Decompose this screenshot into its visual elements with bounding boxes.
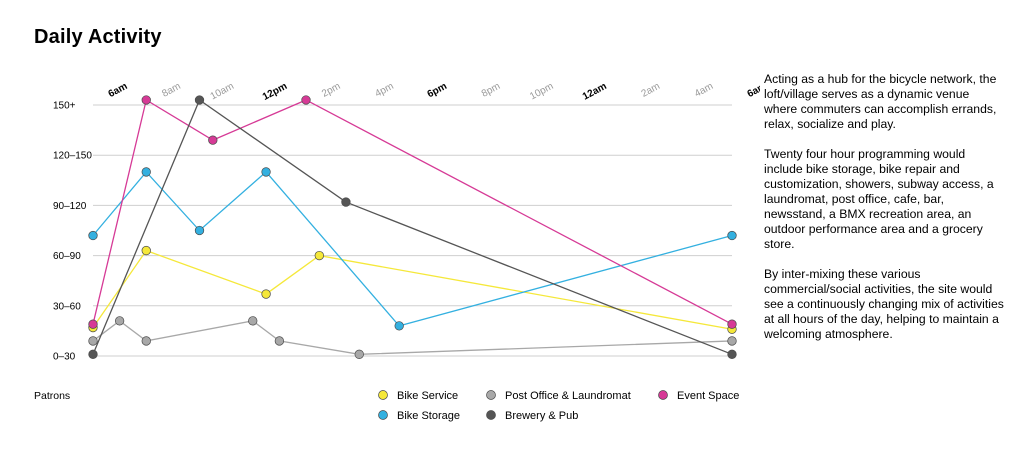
x-tick-label: 4am [693, 81, 715, 100]
series-line-bike-service [92, 249, 733, 330]
legend-swatch [378, 410, 388, 420]
description-text: Acting as a hub for the bicycle network,… [764, 72, 1004, 357]
data-point-bike-storage [261, 167, 271, 177]
x-tick-label: 10am [209, 81, 236, 102]
legend-swatch [486, 390, 496, 400]
y-axis-ticks: 0–30 30–60 60–90 90–120 120–150 150+ [53, 101, 92, 363]
series-line-event-space [92, 98, 733, 325]
legend-item-post-office-laundromat: Post Office & Laundromat [486, 390, 631, 402]
data-point-bike-service [314, 250, 324, 261]
legend: Bike Service Bike Storage Post Office & La… [378, 390, 739, 422]
grid-lines [93, 104, 732, 357]
data-point-post-office-laundromat [354, 349, 364, 359]
data-point-post-office-laundromat [88, 336, 98, 346]
x-tick-label: 6am [746, 81, 760, 100]
data-point-bike-storage [394, 321, 404, 331]
y-tick-label: 30–60 [53, 301, 81, 312]
data-point-event-space [208, 135, 218, 145]
data-point-brewery-pub [727, 349, 737, 359]
series-line-bike-storage [92, 170, 733, 327]
y-tick-label: 0–30 [53, 352, 76, 363]
series-line-post-office-laundromat [92, 320, 733, 355]
y-tick-label: 60–90 [53, 251, 81, 262]
legend-swatch [658, 390, 668, 400]
legend-item-bike-service: Bike Service [378, 390, 458, 402]
legend-swatch [486, 410, 496, 420]
data-point-post-office-laundromat [248, 316, 258, 326]
y-tick-label: 150+ [53, 101, 76, 112]
chart-title: Daily Activity [34, 26, 162, 48]
data-point-bike-service [141, 245, 151, 256]
data-point-event-space [301, 95, 311, 105]
legend-label: Bike Storage [397, 410, 460, 422]
description-paragraph: Twenty four hour programming would inclu… [764, 147, 994, 251]
y-axis-label: Patrons [34, 390, 70, 402]
legend-label: Bike Service [397, 390, 458, 402]
x-tick-label: 8am [160, 81, 182, 100]
series-bike-storage [88, 167, 737, 331]
legend-label: Post Office & Laundromat [505, 390, 631, 402]
description-paragraph: By inter-mixing these various commercial… [764, 267, 1004, 341]
y-tick-label: 90–120 [53, 201, 87, 212]
series-lines [88, 95, 737, 359]
x-axis-ticks: 6am 8am 10am 12pm 2pm 4pm 6pm 8pm 10pm 12am 2am 4am… [107, 81, 760, 103]
series-bike-service [88, 245, 737, 334]
y-tick-label: 120–150 [53, 151, 92, 162]
data-point-bike-storage [141, 167, 151, 177]
series-line-brewery-pub [92, 98, 733, 355]
x-tick-label: 4pm [373, 81, 395, 100]
data-point-brewery-pub [341, 197, 351, 207]
daily-activity-chart: 0–30 30–60 60–90 90–120 120–150 150+ 6am 8am 10… [34, 81, 760, 422]
data-point-bike-service [261, 289, 271, 299]
x-tick-label: 6pm [426, 81, 449, 100]
legend-item-bike-storage: Bike Storage [378, 410, 460, 422]
data-point-bike-storage [727, 230, 737, 241]
data-point-event-space [88, 319, 98, 329]
data-point-event-space [141, 95, 151, 105]
legend-label: Brewery & Pub [505, 410, 578, 422]
data-point-brewery-pub [194, 95, 205, 105]
x-tick-label: 12am [581, 81, 609, 103]
data-point-post-office-laundromat [274, 336, 285, 346]
data-point-event-space [727, 319, 737, 329]
data-point-brewery-pub [88, 349, 98, 359]
x-tick-label: 8pm [480, 81, 502, 100]
legend-item-brewery-pub: Brewery & Pub [486, 410, 578, 422]
legend-item-event-space: Event Space [658, 390, 739, 402]
series-brewery-pub [88, 95, 737, 359]
data-point-post-office-laundromat [141, 336, 151, 346]
description-paragraph: Acting as a hub for the bicycle network,… [764, 72, 997, 131]
legend-label: Event Space [677, 390, 739, 402]
x-tick-label: 12pm [261, 81, 289, 103]
data-point-post-office-laundromat [114, 316, 125, 326]
x-tick-label: 2am [640, 81, 662, 100]
data-point-bike-storage [194, 225, 205, 236]
data-point-post-office-laundromat [727, 336, 737, 346]
series-event-space [88, 95, 737, 329]
series-post-office-laundromat [88, 316, 737, 359]
legend-swatch [378, 390, 388, 400]
x-tick-label: 10pm [528, 81, 555, 102]
data-point-bike-storage [88, 230, 98, 241]
x-tick-label: 2pm [320, 81, 342, 100]
x-tick-label: 6am [107, 81, 130, 100]
